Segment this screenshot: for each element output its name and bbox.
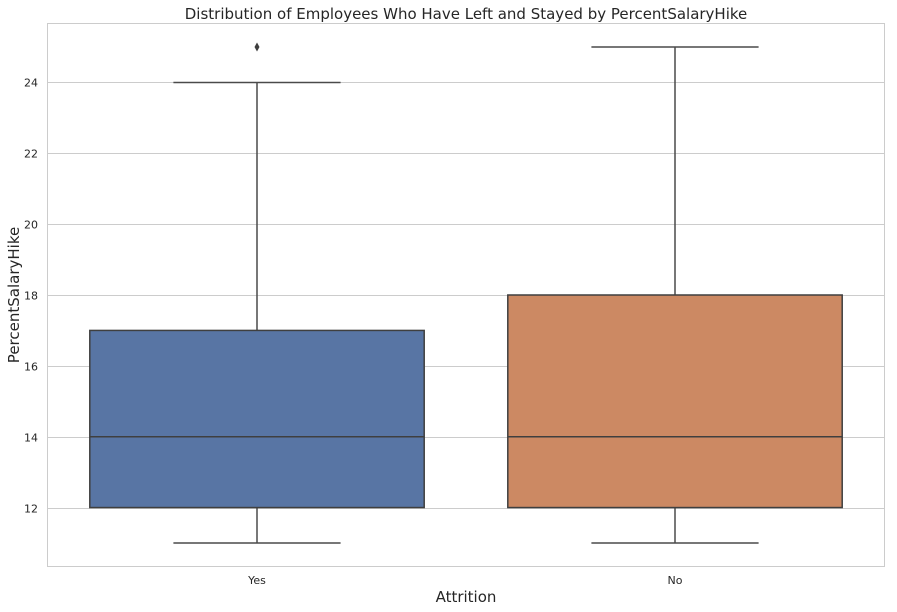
y-tick-label: 12: [24, 503, 38, 516]
y-tick-label: 20: [24, 219, 38, 232]
plot-frame: [47, 23, 885, 567]
x-tick-label: No: [668, 574, 683, 587]
boxes: [89, 42, 843, 544]
box-group-yes: [89, 42, 425, 544]
outlier-point: [254, 42, 260, 52]
y-tick-label: 22: [24, 148, 38, 161]
x-ticks: Yes No: [247, 574, 683, 587]
y-ticks: 12 14 16 18 20 22 24: [24, 77, 38, 516]
x-axis-label: Attrition: [436, 588, 497, 606]
y-tick-label: 24: [24, 77, 38, 90]
iqr-box: [89, 329, 425, 509]
iqr-box: [507, 294, 843, 509]
y-tick-label: 18: [24, 290, 38, 303]
chart-title: Distribution of Employees Who Have Left …: [185, 5, 748, 23]
y-tick-label: 16: [24, 361, 38, 374]
box-group-no: [507, 46, 843, 544]
y-tick-label: 14: [24, 432, 38, 445]
x-tick-label: Yes: [247, 574, 266, 587]
y-axis-label: PercentSalaryHike: [5, 227, 23, 363]
